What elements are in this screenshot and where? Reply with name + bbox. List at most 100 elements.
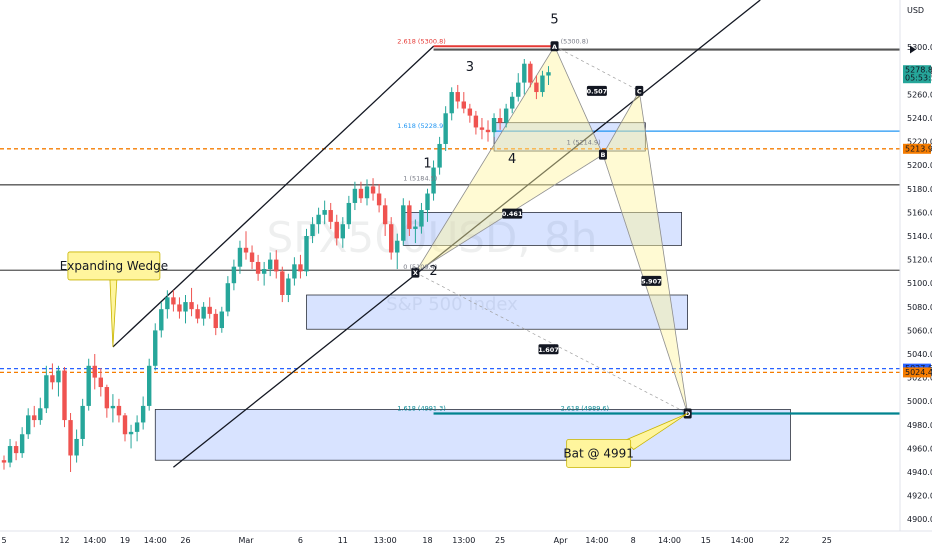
time-tick-82: 25 bbox=[495, 536, 505, 545]
candle-body-32 bbox=[195, 309, 200, 319]
candle-body-28 bbox=[171, 297, 176, 305]
wedge-lower-line bbox=[172, 0, 761, 468]
time-tick-49: 6 bbox=[298, 536, 303, 545]
candle-body-0 bbox=[1, 460, 7, 463]
candle-body-60 bbox=[364, 186, 370, 199]
candle-body-31 bbox=[189, 302, 194, 310]
candle-body-48 bbox=[292, 264, 297, 279]
horizontal-lines: 2.618 (5300.8) 1.618 (5228.9) 1.618 (4991.… bbox=[0, 37, 910, 415]
candle-body-15 bbox=[92, 365, 97, 378]
candle-body-86 bbox=[522, 63, 527, 83]
price-tick-5260: 5260.0 bbox=[907, 90, 932, 99]
price-tick-5120: 5120.0 bbox=[907, 256, 932, 265]
time-tick-92: Apr bbox=[554, 536, 569, 545]
ratio-label-3: 5.907 bbox=[641, 277, 662, 285]
candle-body-19 bbox=[116, 405, 122, 416]
time-tick-122: 14:00 bbox=[731, 536, 754, 545]
price-tick-5000: 5000.0 bbox=[907, 397, 932, 406]
candle-body-79 bbox=[479, 127, 485, 130]
candle-body-52 bbox=[316, 214, 321, 225]
horizontal-line-label-1: 2.618 (5300.8) bbox=[397, 37, 446, 45]
candle-body-61 bbox=[370, 186, 376, 194]
expanding-wedge-lines bbox=[112, 0, 761, 468]
price-tag-countdown: 05:53:59 bbox=[905, 74, 932, 83]
pattern-point-x-box bbox=[411, 267, 420, 278]
candle-body-34 bbox=[207, 306, 212, 314]
candle-body-77 bbox=[467, 108, 473, 116]
candle-body-8 bbox=[50, 375, 55, 383]
horizontal-line-label-9: 1.618 (4991.3) bbox=[397, 404, 446, 412]
time-tick-15: 14:00 bbox=[83, 536, 106, 545]
expanding-wedge-text: Expanding Wedge bbox=[60, 259, 168, 273]
candle-body-1 bbox=[7, 446, 13, 463]
candle-body-71 bbox=[431, 167, 436, 194]
horizontal-line-label-3: 1.618 (5228.9) bbox=[397, 122, 446, 130]
fib-label-2: 0 (5109.4) bbox=[403, 263, 437, 271]
price-zone-1 bbox=[493, 122, 646, 152]
candle-body-66 bbox=[401, 205, 406, 241]
candle-body-29 bbox=[177, 304, 182, 312]
candle-body-74 bbox=[449, 92, 454, 114]
price-tick-5180: 5180.0 bbox=[907, 185, 932, 194]
candle-body-69 bbox=[419, 210, 424, 227]
price-tick-5040: 5040.0 bbox=[907, 350, 932, 359]
time-tick-10: 12 bbox=[59, 536, 69, 545]
time-tick-70: 18 bbox=[422, 536, 432, 545]
candle-body-84 bbox=[510, 96, 515, 109]
candle-body-46 bbox=[280, 271, 285, 295]
price-tag-box-2 bbox=[903, 143, 931, 154]
candle-body-30 bbox=[183, 302, 188, 312]
price-tag-4: 5024.4 bbox=[905, 368, 932, 377]
bat-pattern-callout bbox=[566, 439, 632, 468]
candle-body-3 bbox=[19, 434, 25, 454]
candle-body-9 bbox=[56, 370, 61, 383]
candle-body-59 bbox=[358, 188, 364, 199]
price-tick-5140: 5140.0 bbox=[907, 232, 932, 241]
price-tick-4960: 4960.0 bbox=[907, 444, 932, 453]
candle-body-72 bbox=[437, 143, 442, 168]
price-tick-5240: 5240.0 bbox=[907, 114, 932, 123]
wave-label-4: 4 bbox=[508, 152, 516, 167]
candle-body-89 bbox=[540, 75, 545, 93]
price-tick-5060: 5060.0 bbox=[907, 326, 932, 335]
price-tick-4900: 4900.0 bbox=[907, 515, 932, 524]
price-zone-2 bbox=[402, 212, 682, 246]
candle-body-83 bbox=[503, 108, 509, 123]
chart-watermark: SPX500USD, 8h S&P 500 Index bbox=[267, 213, 598, 315]
wave-label-3: 3 bbox=[466, 60, 474, 75]
candle-body-43 bbox=[261, 269, 267, 274]
wave-label-2: 2 bbox=[429, 264, 437, 279]
pattern-point-b: B bbox=[600, 151, 605, 159]
ratio-label-box-2 bbox=[502, 208, 523, 219]
pattern-point-d: D bbox=[685, 410, 691, 418]
time-axis[interactable]: 5 12 14:00 19 14:00 26 Mar 6 11 13:00 18 13:00 25 Apr… bbox=[0, 530, 932, 550]
candle-body-58 bbox=[352, 188, 358, 203]
time-tick-25: 14:00 bbox=[144, 536, 167, 545]
price-tick-5220: 5220.0 bbox=[907, 138, 932, 147]
fib-label-5: 2.618 (4989.6) bbox=[561, 404, 610, 412]
price-axis-background bbox=[900, 0, 932, 531]
candle-body-53 bbox=[322, 210, 327, 215]
candle-body-2 bbox=[13, 446, 19, 454]
candle-body-47 bbox=[286, 278, 291, 295]
time-tick-76: 13:00 bbox=[452, 536, 475, 545]
fib-label-4: (5300.8) bbox=[561, 37, 589, 45]
ratio-label-1: 0.507 bbox=[587, 87, 608, 95]
candle-body-67 bbox=[407, 205, 412, 229]
time-tick-104: 8 bbox=[631, 536, 636, 545]
axis-arrow-icon bbox=[910, 45, 916, 54]
candle-body-38 bbox=[231, 266, 237, 284]
candle-body-55 bbox=[334, 221, 339, 239]
fib-label-3: 1 (5214.9) bbox=[567, 139, 601, 147]
time-tick-116: 15 bbox=[701, 536, 711, 545]
candle-body-13 bbox=[80, 405, 85, 439]
watermark-symbol: SPX500USD, 8h bbox=[267, 213, 598, 262]
price-axis[interactable]: USD 5300.05280.05260.05240.05220.05200.0… bbox=[899, 0, 932, 531]
candle-body-12 bbox=[74, 438, 79, 456]
candle-body-70 bbox=[425, 193, 430, 211]
price-tick-5020: 5020.0 bbox=[907, 374, 932, 383]
candle-body-56 bbox=[340, 224, 345, 239]
ratio-label-2: 0.461 bbox=[502, 210, 523, 218]
